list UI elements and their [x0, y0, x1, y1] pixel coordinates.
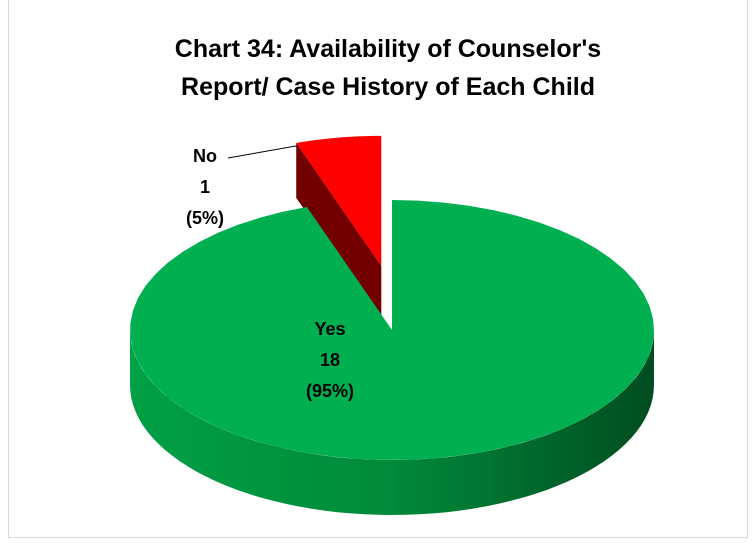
- slice-label-value: 18: [320, 350, 340, 370]
- chart-title: Chart 34: Availability of Counselor's Re…: [174, 35, 602, 101]
- slice-label-name: Yes: [314, 319, 345, 339]
- slice-cut-face: [296, 142, 382, 321]
- slice-side: [130, 330, 654, 515]
- slice-label-percent: (95%): [306, 381, 354, 401]
- slice-label-name: No: [193, 146, 217, 166]
- chart-frame: [8, 0, 748, 538]
- slice-label-value: 1: [200, 177, 210, 197]
- slice-label-percent: (5%): [186, 208, 224, 228]
- slice: [130, 200, 655, 460]
- slice: [296, 135, 382, 266]
